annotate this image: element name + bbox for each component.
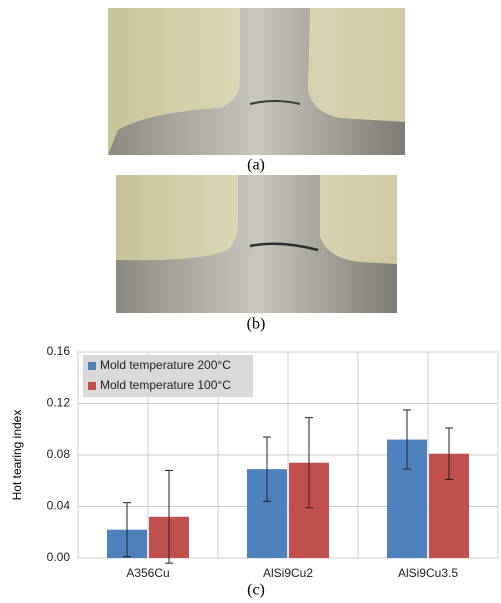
legend-swatch: [88, 362, 96, 370]
y-axis-label: Hot tearing index: [10, 410, 24, 501]
page: {"captions": ["(a)", "(b)", "(c)"], "cha…: [0, 0, 501, 603]
y-tick-label: 0.16: [47, 344, 71, 358]
caption: (b): [247, 316, 266, 333]
y-tick-label: 0.08: [47, 447, 71, 461]
figure: (a) (b) Hot tearing index (c) 0.00 0.04 0.…: [0, 0, 501, 603]
legend-label: Mold temperature 200°C: [100, 358, 231, 372]
y-tick-label: 0.12: [47, 396, 71, 410]
legend-label: Mold temperature 100°C: [100, 378, 231, 392]
caption: (c): [247, 582, 265, 599]
x-tick-label: AlSi9Cu2: [263, 566, 313, 580]
legend-swatch: [88, 382, 96, 390]
x-tick-label: A356Cu: [126, 566, 169, 580]
y-tick-label: 0.04: [47, 499, 71, 513]
x-tick-label: AlSi9Cu3.5: [398, 566, 458, 580]
y-tick-label: 0.00: [47, 550, 71, 564]
caption: (a): [247, 157, 265, 174]
photo-a: [108, 8, 405, 155]
photo-b: [116, 175, 397, 313]
